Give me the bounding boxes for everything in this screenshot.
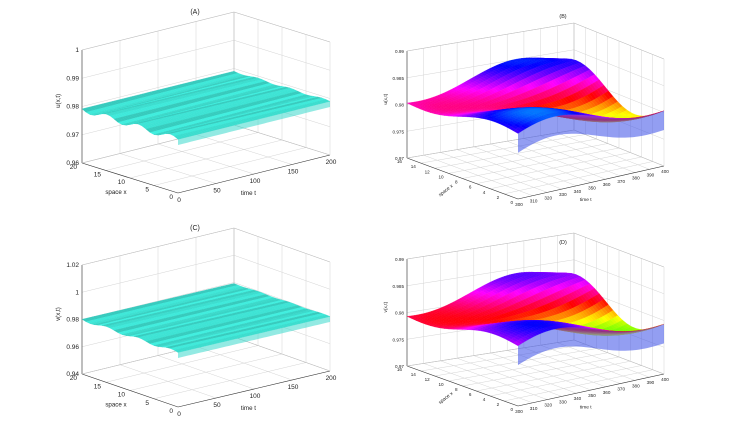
- top-back-edges: [406, 22, 665, 60]
- y-tick-label: 340: [574, 189, 582, 194]
- z-tick-label: 1.02: [66, 262, 79, 269]
- grid-line: [406, 232, 665, 268]
- x-tick-label: 20: [70, 375, 78, 382]
- top-back-edges: [406, 232, 665, 268]
- z-tick-label: 0.97: [66, 132, 79, 139]
- y-tick-label: 0: [177, 411, 181, 418]
- y-tick-label: 380: [632, 176, 640, 181]
- y-tick-label: 360: [603, 182, 611, 187]
- y-tick-label: 50: [213, 188, 221, 195]
- x-axis-label: space x: [438, 184, 455, 198]
- x-tick-label: 0: [169, 408, 173, 415]
- x-tick-label: 14: [411, 164, 417, 169]
- y-tick-label: 150: [288, 384, 299, 391]
- z-tick-label: 0.99: [66, 75, 79, 82]
- x-tick-label: 2: [497, 195, 500, 200]
- grid-line: [81, 254, 331, 293]
- x-tick-label: 10: [439, 174, 445, 179]
- x-tick-label: 8: [455, 180, 458, 185]
- grid-line: [81, 11, 331, 51]
- x-tick-label: 16: [397, 159, 403, 164]
- x-tick-label: 12: [425, 169, 431, 174]
- y-tick-label: 400: [661, 169, 669, 174]
- y-tick-label: 300: [515, 202, 523, 207]
- x-tick-label: 5: [145, 400, 149, 407]
- z-tick-label: 0.985: [393, 76, 405, 81]
- top-back-edges: [81, 227, 331, 266]
- z-tick-label: 0.96: [66, 344, 79, 351]
- grid-line: [81, 39, 331, 79]
- y-tick-label: 50: [213, 402, 221, 409]
- y-tick-label: 200: [326, 375, 337, 382]
- z-tick-label: 0.98: [66, 317, 79, 324]
- x-tick-label: 0: [510, 200, 513, 205]
- panel-B: 0.970.9750.980.9850.99300310320330340350…: [383, 14, 669, 207]
- y-tick-label: 370: [617, 179, 625, 184]
- x-tick-label: 20: [70, 164, 78, 171]
- y-tick-label: 330: [559, 192, 567, 197]
- y-axis-label: time t: [241, 190, 256, 197]
- floor-front-edges: [81, 154, 331, 194]
- x-axis-label: space x: [105, 402, 127, 409]
- top-back-edges: [81, 11, 331, 51]
- panel-title: (C): [190, 225, 200, 232]
- z-axis-label: u(x,t): [383, 93, 389, 104]
- panel-C: 0.940.960.9811.0205010015020005101520spa…: [55, 225, 337, 418]
- y-tick-label: 0: [177, 197, 181, 204]
- panel-title: (B): [559, 14, 566, 20]
- grid-line: [81, 227, 331, 266]
- y-axis-label: time t: [580, 197, 592, 203]
- y-axis-label: time t: [241, 405, 256, 412]
- z-axis-label: v(x,t): [55, 307, 62, 321]
- z-tick-label: 1: [75, 289, 79, 296]
- x-tick-label: 0: [169, 194, 173, 201]
- y-tick-label: 320: [544, 195, 552, 200]
- x-tick-label: 6: [469, 185, 472, 190]
- x-tick-label: 15: [94, 172, 102, 179]
- x-tick-label: 10: [118, 179, 126, 186]
- y-tick-label: 100: [250, 393, 261, 400]
- panel-A: 0.960.970.980.99105010015020005101520spa…: [55, 9, 337, 204]
- z-tick-label: 0.975: [393, 129, 405, 134]
- surface-D: [406, 271, 665, 366]
- panel-D: 0.970.9750.980.9850.99300310320330340350…: [383, 232, 669, 414]
- y-tick-label: 150: [288, 169, 299, 176]
- surface-C: [81, 283, 331, 358]
- z-tick-label: 0.98: [395, 103, 404, 108]
- x-axis-label: space x: [105, 189, 127, 196]
- y-tick-label: 390: [647, 172, 655, 177]
- surface-B: [406, 57, 665, 153]
- grid-line: [406, 22, 665, 60]
- z-tick-label: 1: [75, 47, 79, 54]
- x-tick-label: 5: [145, 187, 149, 194]
- z-axis-label: u(x,t): [55, 94, 62, 108]
- z-tick-label: 0.98: [66, 104, 79, 111]
- y-tick-label: 310: [530, 199, 538, 204]
- panel-title: (A): [190, 9, 199, 16]
- y-tick-label: 200: [326, 159, 337, 166]
- y-tick-label: 350: [588, 186, 596, 191]
- surface-A: [81, 71, 331, 145]
- x-tick-label: 4: [483, 190, 486, 195]
- z-tick-label: 0.99: [395, 49, 404, 54]
- x-tick-label: 10: [118, 392, 126, 399]
- y-tick-label: 100: [250, 178, 261, 185]
- x-tick-label: 15: [94, 383, 102, 390]
